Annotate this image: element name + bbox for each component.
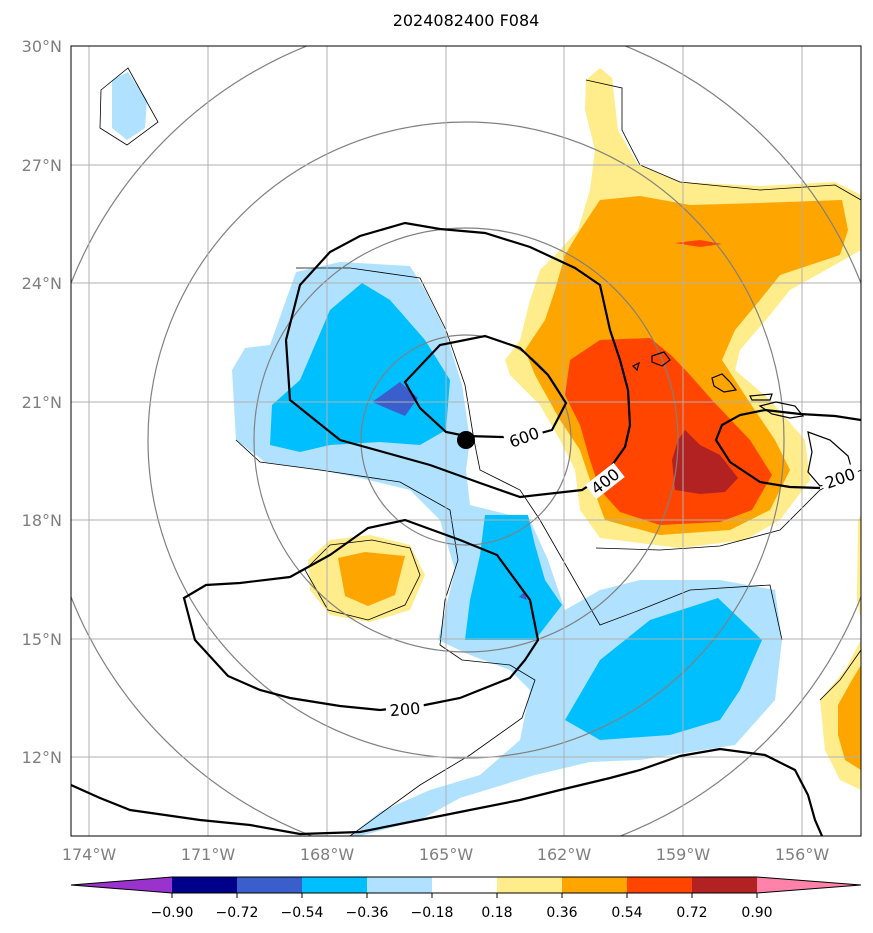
colorbar: −0.90 −0.72 −0.54 −0.36 −0.18 0.18 0.36 …: [70, 876, 862, 921]
range-rings: [71, 46, 861, 836]
colorbar-cell: [237, 877, 303, 893]
positive-shading-max: [672, 430, 738, 494]
colorbar-tick-label: −0.18: [411, 905, 454, 921]
lon-tick: 171°W: [181, 845, 236, 864]
colorbar-tick-label: 0.90: [741, 905, 772, 921]
colorbar-cell: [432, 877, 498, 893]
colorbar-cell: [692, 877, 758, 893]
lat-tick: 18°N: [22, 511, 62, 530]
negative-shading-strong: [372, 382, 418, 416]
plot-title: 2024082400 F084: [393, 11, 540, 30]
negative-shading-speck: [519, 592, 527, 600]
storm-center-marker: [457, 431, 475, 449]
colorbar-tick-label: 0.36: [546, 905, 577, 921]
map-panel: 600 400 200 200: [71, 46, 861, 836]
colorbar-cell: [172, 877, 238, 893]
colorbar-cell: [302, 877, 368, 893]
colorbar-tick-label: 0.54: [611, 905, 642, 921]
lat-tick: 21°N: [22, 393, 62, 412]
colorbar-extend-high: [757, 877, 861, 893]
lon-tick: 174°W: [62, 845, 117, 864]
contour-label-200-south: 200: [389, 699, 421, 721]
lat-tick: 24°N: [22, 274, 62, 293]
colorbar-tick-label: 0.18: [481, 905, 512, 921]
lat-tick: 15°N: [22, 630, 62, 649]
lon-tick: 168°W: [300, 845, 355, 864]
lat-tick: 30°N: [22, 37, 62, 56]
lon-tick: 162°W: [537, 845, 592, 864]
map-frame: [70, 45, 862, 837]
height-contours: [71, 221, 861, 836]
colorbar-tick-label: −0.36: [346, 905, 389, 921]
lon-tick: 159°W: [656, 845, 711, 864]
lon-tick-labels: 174°W 171°W 168°W 165°W 162°W 159°W 156°…: [62, 845, 830, 864]
colorbar-cell: [562, 877, 628, 893]
colorbar-extend-low: [71, 877, 172, 893]
lon-tick: 156°W: [775, 845, 830, 864]
colorbar-tick-label: −0.54: [281, 905, 324, 921]
lat-tick: 12°N: [22, 748, 62, 767]
colorbar-tick-label: 0.72: [676, 905, 707, 921]
colorbar-tick-label: −0.90: [151, 905, 194, 921]
colorbar-cell: [367, 877, 433, 893]
lon-tick: 165°W: [419, 845, 474, 864]
colorbar-tick-label: −0.72: [216, 905, 259, 921]
lat-tick-labels: 30°N 27°N 24°N 21°N 18°N 15°N 12°N: [22, 37, 62, 767]
colorbar-cell: [627, 877, 693, 893]
lat-lon-grid: [71, 46, 861, 836]
colorbar-cell: [497, 877, 563, 893]
lat-tick: 27°N: [22, 156, 62, 175]
